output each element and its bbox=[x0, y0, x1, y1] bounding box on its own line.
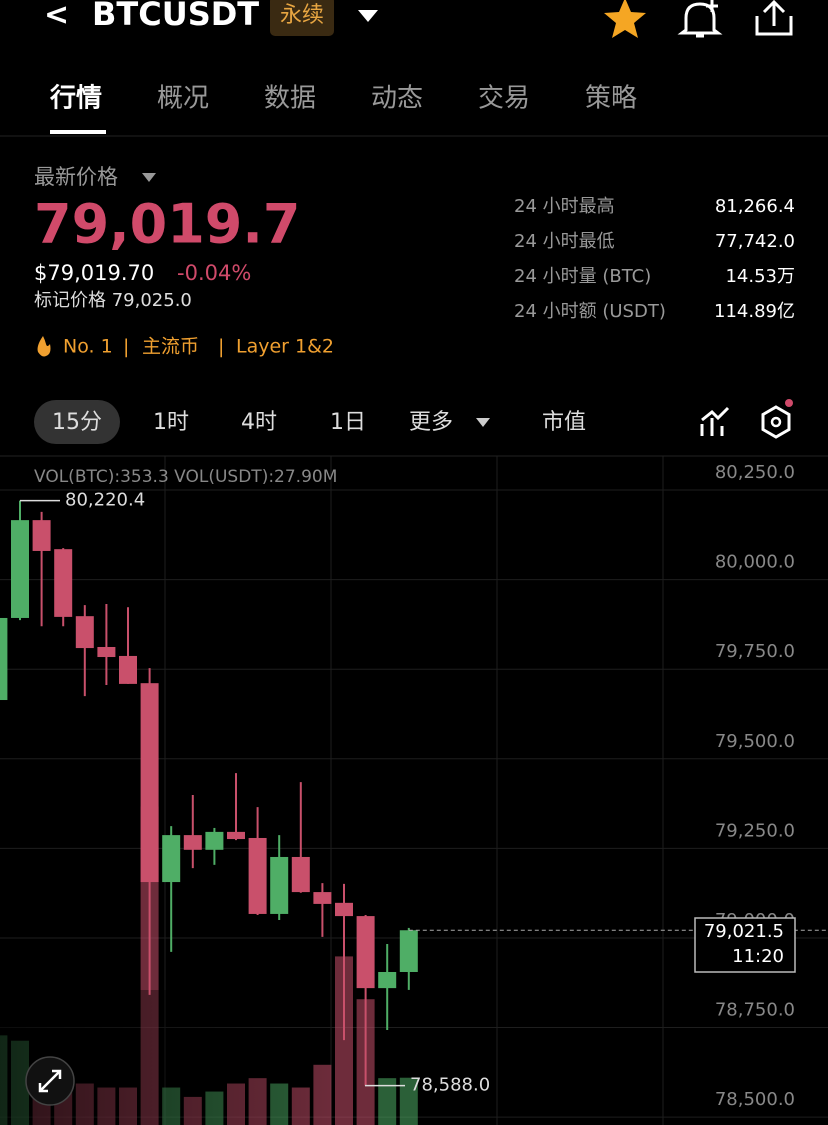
volume-bar bbox=[378, 1078, 397, 1125]
indicator-icon[interactable] bbox=[700, 406, 730, 436]
last-price: 79,019.7 bbox=[34, 193, 300, 256]
candle-body bbox=[335, 902, 353, 917]
stat-label: 24 小时最高 bbox=[514, 196, 615, 217]
candle-body bbox=[140, 683, 159, 883]
y-tick-label: 80,000.0 bbox=[715, 552, 795, 573]
interval[interactable]: 15分 bbox=[52, 410, 102, 435]
interval[interactable]: 市值 bbox=[542, 410, 586, 435]
tabs: 行情 概况 数据 动态 交易 策略 bbox=[49, 83, 637, 114]
y-tick-label: 79,500.0 bbox=[715, 731, 795, 752]
candle-body bbox=[32, 520, 51, 551]
usd-price: $79,019.70 bbox=[34, 261, 154, 285]
interval[interactable]: 1日 bbox=[330, 410, 366, 435]
chart: 80,250.0 80,000.0 79,750.0 79,500.0 79,250.0… bbox=[0, 456, 828, 1125]
candle-body bbox=[291, 856, 310, 893]
candle-body bbox=[54, 549, 73, 617]
flame-icon bbox=[37, 336, 51, 357]
stat-value: 14.53万 bbox=[725, 266, 795, 287]
share-icon[interactable] bbox=[755, 0, 793, 36]
candle-body bbox=[119, 655, 137, 684]
stat-value: 81,266.4 bbox=[715, 196, 795, 217]
tab[interactable]: 行情 bbox=[49, 83, 102, 114]
more-dropdown[interactable] bbox=[476, 418, 490, 427]
volume-bar bbox=[399, 1077, 418, 1125]
dropdown[interactable] bbox=[358, 10, 378, 22]
candle-body bbox=[248, 837, 267, 914]
tab-underline bbox=[50, 130, 106, 134]
candle-body bbox=[162, 835, 181, 883]
y-tick-label: 79,250.0 bbox=[715, 820, 795, 841]
candle-body bbox=[0, 617, 8, 701]
price-label: 最新价格 bbox=[34, 165, 118, 189]
candle-body bbox=[378, 971, 397, 989]
candle-body bbox=[399, 930, 418, 972]
badge: 永续 bbox=[280, 3, 324, 28]
intervals: 15分 1时 4时 1日 更多 市值 bbox=[52, 410, 586, 435]
candle-body bbox=[270, 856, 289, 914]
change: -0.04% bbox=[177, 261, 251, 285]
price-dropdown[interactable] bbox=[142, 173, 156, 182]
y-tick-label: 78,500.0 bbox=[715, 1089, 795, 1110]
last-price-label: 79,021.5 bbox=[704, 921, 784, 942]
back-button[interactable]: < bbox=[44, 0, 69, 33]
stat-label: 24 小时额 (USDT) bbox=[514, 301, 666, 322]
volume-text: VOL(BTC):353.3 VOL(USDT):27.90M bbox=[34, 467, 337, 487]
candle-body bbox=[356, 916, 375, 989]
last-time-label: 11:20 bbox=[732, 946, 784, 967]
candle-body bbox=[183, 835, 202, 850]
interval[interactable]: 1时 bbox=[153, 410, 189, 435]
tab[interactable]: 概况 bbox=[157, 84, 209, 114]
interval-active-bg bbox=[34, 400, 120, 444]
settings-dot bbox=[770, 416, 782, 428]
alert-plus bbox=[706, 0, 718, 12]
symbol: BTCUSDT bbox=[92, 0, 259, 33]
tab[interactable]: 策略 bbox=[585, 84, 637, 114]
candle-body bbox=[11, 520, 29, 618]
tab[interactable]: 数据 bbox=[264, 84, 316, 114]
y-tick-label: 78,750.0 bbox=[715, 1000, 795, 1021]
candle-body bbox=[97, 646, 116, 658]
mark-price: 标记价格 79,025.0 bbox=[34, 290, 192, 311]
tag: | bbox=[218, 336, 224, 358]
stat-value: 114.89亿 bbox=[714, 301, 795, 322]
tab[interactable]: 交易 bbox=[478, 84, 530, 114]
stats: 24 小时最高 81,266.4 24 小时最低 77,742.0 24 小时量 (BT… bbox=[514, 196, 795, 322]
candle-body bbox=[313, 892, 332, 904]
tag: Layer 1&2 bbox=[236, 336, 334, 358]
stat-label: 24 小时量 (BTC) bbox=[514, 266, 651, 287]
y-tick-label: 80,250.0 bbox=[715, 462, 795, 483]
tag: | bbox=[123, 336, 129, 358]
tab[interactable]: 动态 bbox=[371, 84, 423, 114]
expand-icon bbox=[38, 1069, 62, 1093]
stat-label: 24 小时最低 bbox=[514, 231, 615, 252]
y-tick-label: 79,750.0 bbox=[715, 641, 795, 662]
low-marker-label: 78,588.0 bbox=[410, 1075, 490, 1096]
alert-icon[interactable] bbox=[677, 2, 723, 38]
last-price-box bbox=[694, 917, 796, 973]
candle-body bbox=[227, 831, 245, 840]
settings-icon[interactable] bbox=[761, 405, 791, 439]
tags: No. 1 | 主流币 | Layer 1&2 bbox=[63, 336, 334, 358]
badge-bg bbox=[270, 0, 334, 36]
favorite-icon[interactable] bbox=[604, 0, 646, 38]
tag: 主流币 bbox=[142, 336, 199, 358]
candle-body bbox=[75, 616, 94, 649]
high-marker-label: 80,220.4 bbox=[65, 490, 145, 511]
interval[interactable]: 更多 bbox=[409, 410, 453, 435]
notify-dot bbox=[785, 399, 793, 407]
interval[interactable]: 4时 bbox=[241, 410, 277, 435]
tag: No. 1 bbox=[63, 336, 113, 358]
stat-value: 77,742.0 bbox=[715, 231, 795, 252]
candle-body bbox=[205, 831, 224, 850]
